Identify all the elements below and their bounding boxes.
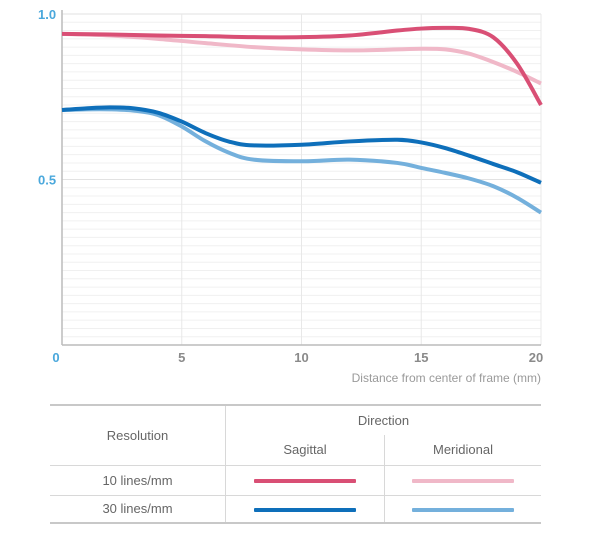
- x-tick-label: 20: [529, 350, 543, 365]
- legend-row: 10 lines/mm: [50, 464, 541, 495]
- x-tick-label: 15: [414, 350, 428, 365]
- series-line-10-lines-mm-meridional: [61, 31, 542, 86]
- legend-sagittal-header: Sagittal: [225, 435, 385, 465]
- x-tick-label: 0: [52, 350, 59, 365]
- y-tick-label: 0.5: [38, 173, 56, 188]
- series-line-30-lines-mm-meridional: [61, 107, 543, 215]
- y-tick-label: 1.0: [38, 7, 56, 22]
- legend-resolution-header: Resolution: [50, 404, 226, 465]
- legend-direction-header: Direction: [225, 404, 541, 435]
- legend-row-label: 30 lines/mm: [50, 494, 226, 524]
- x-tick-label: 5: [178, 350, 185, 365]
- series-line-30-lines-mm-sagittal: [61, 105, 542, 185]
- x-axis-label: Distance from center of frame (mm): [352, 371, 541, 385]
- legend-swatch-10-sagittal: [254, 479, 356, 484]
- legend-swatch-30-sagittal: [254, 507, 356, 512]
- mtf-chart: 1.0 0.5 0 5 10 15 20 Distance from center of f…: [38, 7, 543, 385]
- legend-meridional-header: Meridional: [384, 435, 541, 465]
- legend-row-label: 10 lines/mm: [50, 464, 226, 495]
- legend-row: 30 lines/mm: [50, 494, 541, 524]
- legend-swatch-10-meridional: [412, 479, 514, 484]
- series-line-10-lines-mm-sagittal: [61, 25, 543, 107]
- legend-swatch-30-meridional: [412, 507, 514, 512]
- legend-table: Resolution Direction Sagittal Meridional…: [50, 404, 541, 524]
- chart-series: [61, 25, 543, 215]
- x-tick-label: 10: [294, 350, 308, 365]
- chart-ticks: 1.0 0.5 0 5 10 15 20: [38, 7, 543, 365]
